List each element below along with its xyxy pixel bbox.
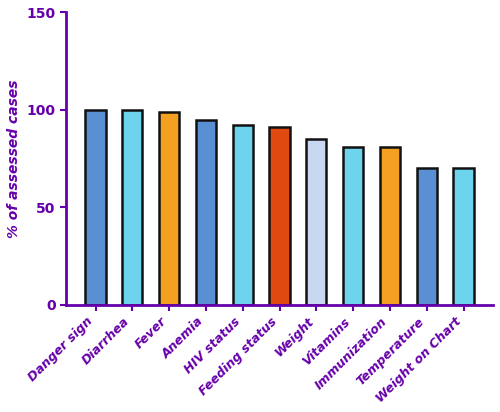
- Bar: [232, 125, 253, 304]
- Bar: [380, 147, 400, 304]
- Bar: [454, 168, 473, 304]
- Bar: [270, 127, 289, 304]
- Bar: [86, 110, 105, 304]
- Bar: [159, 112, 180, 304]
- Bar: [306, 139, 326, 304]
- Bar: [343, 147, 363, 304]
- Bar: [196, 119, 216, 304]
- Bar: [122, 110, 142, 304]
- Bar: [416, 168, 437, 304]
- Y-axis label: % of assessed cases: % of assessed cases: [7, 79, 21, 238]
